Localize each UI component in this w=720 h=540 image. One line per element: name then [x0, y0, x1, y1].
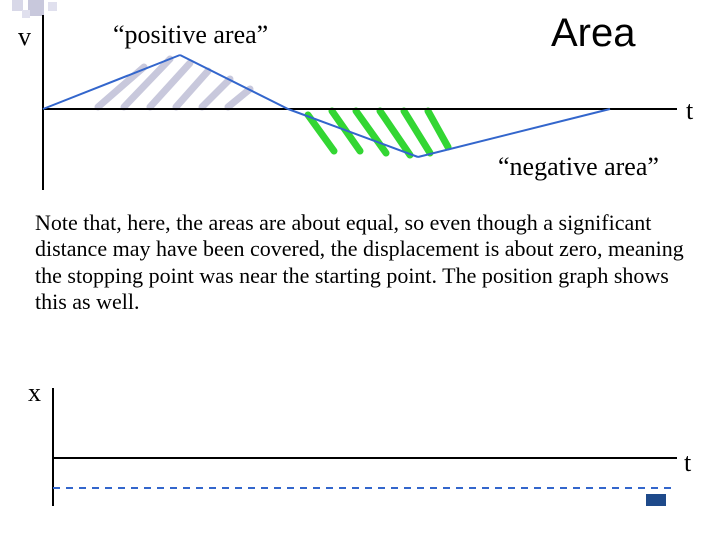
deco-square: [28, 0, 44, 16]
deco-square: [22, 10, 30, 18]
velocity-time-graph: [40, 15, 680, 190]
t-axis-label-top: t: [686, 96, 693, 126]
footer-page-mark: [646, 494, 666, 506]
position-time-graph: [50, 388, 690, 518]
explanation-text: Note that, here, the areas are about equ…: [35, 210, 685, 316]
v-axis-label: v: [18, 22, 31, 52]
deco-square: [48, 2, 57, 11]
x-axis-label: x: [28, 378, 41, 408]
